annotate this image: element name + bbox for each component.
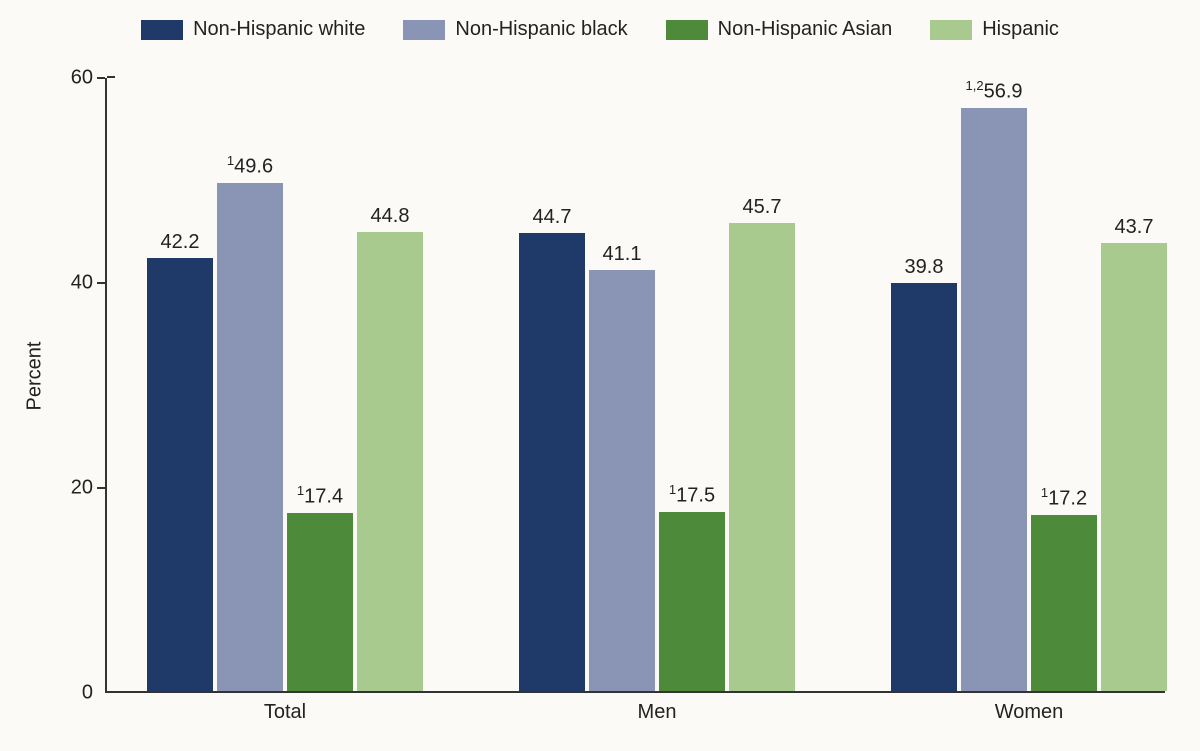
bar-label-value: 41.1 (603, 243, 642, 265)
legend-swatch (930, 20, 972, 40)
bar-wrap: 117.2 (1031, 515, 1097, 691)
legend-label: Non-Hispanic Asian (718, 18, 893, 41)
bar-label-value: 49.6 (234, 156, 273, 178)
legend-label: Non-Hispanic white (193, 18, 365, 41)
legend: Non-Hispanic white Non-Hispanic black Non-… (0, 18, 1200, 41)
bar-wrap: 44.7 (519, 233, 585, 691)
bar (659, 512, 725, 691)
bar-value-label: 39.8 (905, 256, 944, 283)
bar-wrap: 117.4 (287, 513, 353, 691)
bar (287, 513, 353, 691)
bar-wrap: 1,256.9 (961, 108, 1027, 691)
legend-swatch (141, 20, 183, 40)
legend-swatch (666, 20, 708, 40)
bar-label-value: 44.8 (371, 205, 410, 227)
bar (729, 223, 795, 691)
bar-wrap: 42.2 (147, 258, 213, 691)
bar-value-label: 117.2 (1041, 485, 1087, 515)
x-tick-label: Men (638, 691, 677, 724)
bar-label-value: 17.2 (1048, 488, 1087, 510)
bar-value-label: 43.7 (1115, 216, 1154, 243)
legend-label: Non-Hispanic black (455, 18, 627, 41)
bar-group: 44.741.1117.545.7 (519, 223, 795, 691)
bar (519, 233, 585, 691)
bar-value-label: 1,256.9 (965, 78, 1022, 108)
legend-item: Non-Hispanic Asian (666, 18, 893, 41)
bar (1101, 243, 1167, 691)
x-tick-label: Total (264, 691, 306, 724)
bar-label-value: 44.7 (533, 206, 572, 228)
bar (357, 232, 423, 691)
bar-wrap: 149.6 (217, 183, 283, 691)
bar (147, 258, 213, 691)
legend-swatch (403, 20, 445, 40)
bar-group: 39.81,256.9117.243.7 (891, 108, 1167, 691)
bar-wrap: 45.7 (729, 223, 795, 691)
y-tick-label: 60 (71, 67, 107, 90)
bar (891, 283, 957, 691)
y-tick-label: 20 (71, 477, 107, 500)
bar-wrap: 39.8 (891, 283, 957, 691)
bar-value-label: 41.1 (603, 243, 642, 270)
bar-value-label: 42.2 (161, 231, 200, 258)
bar (217, 183, 283, 691)
y-axis-label: Percent (24, 341, 47, 410)
chart-container: Non-Hispanic white Non-Hispanic black Non-… (0, 0, 1200, 751)
bar (1031, 515, 1097, 691)
bar (589, 270, 655, 691)
bar-value-label: 149.6 (227, 153, 273, 183)
bar-wrap: 41.1 (589, 270, 655, 691)
bar-label-superscript: 1,2 (965, 78, 983, 93)
bar-value-label: 44.7 (533, 206, 572, 233)
axis-cap-top (107, 76, 115, 78)
plot-area: 020406042.2149.6117.444.8Total44.741.111… (105, 78, 1165, 693)
legend-item: Non-Hispanic black (403, 18, 627, 41)
y-tick-label: 0 (82, 682, 107, 705)
bar-label-value: 39.8 (905, 256, 944, 278)
legend-item: Hispanic (930, 18, 1059, 41)
bar-value-label: 117.5 (669, 482, 715, 512)
bar-wrap: 44.8 (357, 232, 423, 691)
bar-label-value: 17.5 (676, 485, 715, 507)
bar-label-value: 45.7 (743, 196, 782, 218)
bar-value-label: 117.4 (297, 483, 343, 513)
legend-item: Non-Hispanic white (141, 18, 365, 41)
bar (961, 108, 1027, 691)
bar-group: 42.2149.6117.444.8 (147, 183, 423, 691)
bar-wrap: 117.5 (659, 512, 725, 691)
legend-label: Hispanic (982, 18, 1059, 41)
bar-wrap: 43.7 (1101, 243, 1167, 691)
bar-value-label: 44.8 (371, 205, 410, 232)
x-tick-label: Women (995, 691, 1064, 724)
bar-label-value: 17.4 (304, 486, 343, 508)
bar-label-value: 42.2 (161, 231, 200, 253)
bar-label-value: 56.9 (984, 81, 1023, 103)
y-tick-label: 40 (71, 272, 107, 295)
bar-value-label: 45.7 (743, 196, 782, 223)
bar-label-value: 43.7 (1115, 216, 1154, 238)
